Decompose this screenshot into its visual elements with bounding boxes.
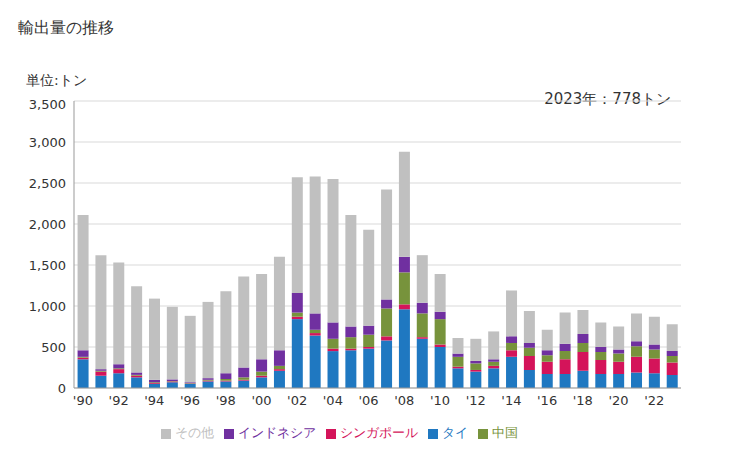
svg-text:'04: '04 <box>323 393 343 408</box>
svg-text:'90: '90 <box>73 393 93 408</box>
html-text:中国: 中国 <box>492 425 518 440</box>
svg-text:'94: '94 <box>144 393 164 408</box>
html-text:その他: その他 <box>175 425 214 440</box>
svg-text:'00: '00 <box>251 393 271 408</box>
svg-text:3,500: 3,500 <box>29 97 66 112</box>
svg-text:2,000: 2,000 <box>29 217 66 232</box>
svg-text:'16: '16 <box>537 393 557 408</box>
svg-text:'98: '98 <box>216 393 236 408</box>
svg-text:'92: '92 <box>109 393 129 408</box>
html-text:2023年：778トン: 2023年：778トン <box>544 90 671 108</box>
html-text:単位:トン: 単位:トン <box>26 72 87 88</box>
svg-text:1,500: 1,500 <box>29 258 66 273</box>
svg-text:500: 500 <box>41 340 66 355</box>
svg-text:1,000: 1,000 <box>29 299 66 314</box>
svg-text:'18: '18 <box>573 393 593 408</box>
svg-text:'96: '96 <box>180 393 200 408</box>
svg-text:'02: '02 <box>287 393 307 408</box>
html-text:シンガポール: シンガポール <box>340 425 418 440</box>
svg-text:2,500: 2,500 <box>29 176 66 191</box>
svg-text:'20: '20 <box>608 393 628 408</box>
svg-text:0: 0 <box>58 381 66 396</box>
html-text:輸出量の推移: 輸出量の推移 <box>18 18 114 37</box>
svg-text:3,000: 3,000 <box>29 135 66 150</box>
svg-text:'06: '06 <box>359 393 379 408</box>
svg-text:'12: '12 <box>466 393 486 408</box>
html-text:インドネシア: インドネシア <box>238 425 316 440</box>
svg-text:'14: '14 <box>501 393 521 408</box>
svg-text:'10: '10 <box>430 393 450 408</box>
svg-text:'08: '08 <box>394 393 414 408</box>
html-text:タイ: タイ <box>442 425 468 440</box>
svg-text:'22: '22 <box>644 393 664 408</box>
